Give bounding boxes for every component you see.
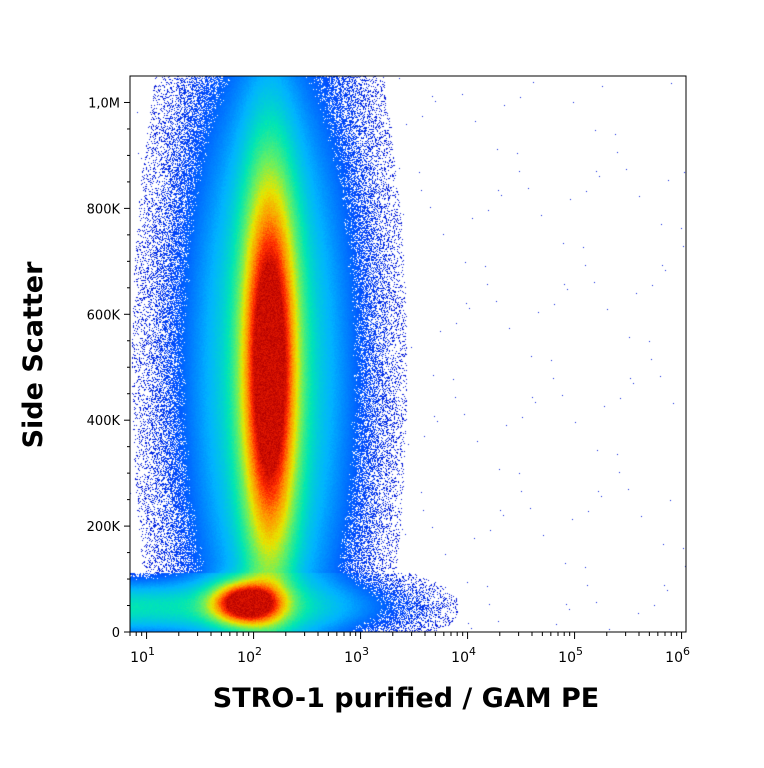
- x-tick-label: 102: [237, 645, 262, 666]
- axis-layer: 0 200K 400K 600K 800K 1,0M 101 102 103 104 105 106: [87, 96, 690, 666]
- y-tick-label: 800K: [87, 202, 121, 217]
- plot-frame: [129, 75, 687, 633]
- x-tick-label: 103: [344, 645, 369, 666]
- x-tick-label: 104: [451, 645, 476, 666]
- y-tick-label: 1,0M: [88, 96, 120, 111]
- y-tick-label: 400K: [87, 414, 121, 429]
- x-tick-label: 106: [665, 645, 690, 666]
- y-tick-label: 0: [112, 626, 120, 641]
- y-axis-title: Side Scatter: [18, 261, 49, 449]
- y-tick-label: 600K: [87, 308, 121, 323]
- x-tick-label: 101: [130, 645, 155, 666]
- y-tick-label: 200K: [87, 520, 121, 535]
- x-tick-label: 105: [558, 645, 583, 666]
- x-axis-title: STRO-1 purified / GAM PE: [213, 683, 600, 714]
- density-layer: [130, 76, 686, 632]
- density-heatmap: [130, 76, 686, 632]
